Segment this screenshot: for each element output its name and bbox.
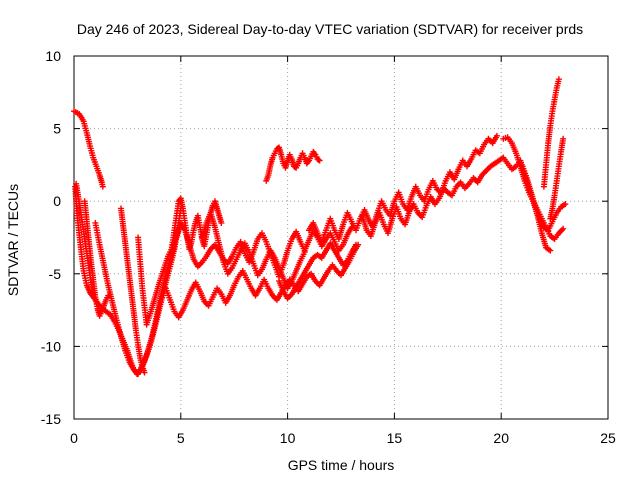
data-point (560, 225, 567, 232)
x-tick-label: 25 (600, 430, 616, 446)
grid (74, 56, 608, 419)
data-point (493, 132, 500, 139)
y-tick-label: 0 (53, 193, 61, 209)
series-trace-6 (117, 205, 148, 376)
x-tick-label: 5 (177, 430, 185, 446)
series-trace-11 (263, 144, 323, 184)
series-trace-17 (540, 76, 562, 190)
data-point (218, 219, 225, 226)
y-tick-label: -5 (49, 266, 62, 282)
y-tick-label: 5 (53, 121, 61, 137)
chart-title: Day 246 of 2023, Sidereal Day-to-day VTE… (77, 21, 583, 37)
series-trace-16 (519, 163, 569, 234)
data-point (352, 241, 359, 248)
series-trace-18 (547, 135, 567, 222)
data-point (562, 201, 569, 208)
y-tick-label: -15 (41, 411, 61, 427)
series-trace-1 (71, 108, 106, 190)
series-trace-9 (167, 195, 225, 263)
data-point (141, 369, 148, 376)
x-axis-label: GPS time / hours (288, 457, 395, 473)
data-point (560, 135, 567, 142)
data-point (99, 183, 106, 190)
data-point (315, 156, 322, 163)
series-trace-13 (305, 132, 500, 245)
series-trace-4 (81, 198, 112, 319)
data-point (301, 249, 308, 256)
x-tick-label: 15 (387, 430, 403, 446)
data-point (547, 247, 554, 254)
series-trace-8 (162, 241, 362, 321)
x-axis: 0 5 10 15 20 25 (70, 56, 616, 446)
y-axis: 10 5 0 -5 -10 -15 (41, 48, 608, 427)
plot-frame (73, 55, 609, 420)
data-point (316, 157, 323, 164)
x-tick-label: 20 (493, 430, 509, 446)
series-trace-10 (199, 209, 308, 292)
x-tick-label: 10 (280, 430, 296, 446)
x-tick-label: 0 (70, 430, 78, 446)
data-points (71, 76, 569, 377)
y-tick-label: -10 (41, 338, 61, 354)
y-axis-label: SDTVAR / TECUs (5, 184, 21, 296)
y-tick-label: 10 (45, 48, 61, 64)
data-point (555, 76, 562, 83)
series-trace-12 (276, 240, 359, 302)
